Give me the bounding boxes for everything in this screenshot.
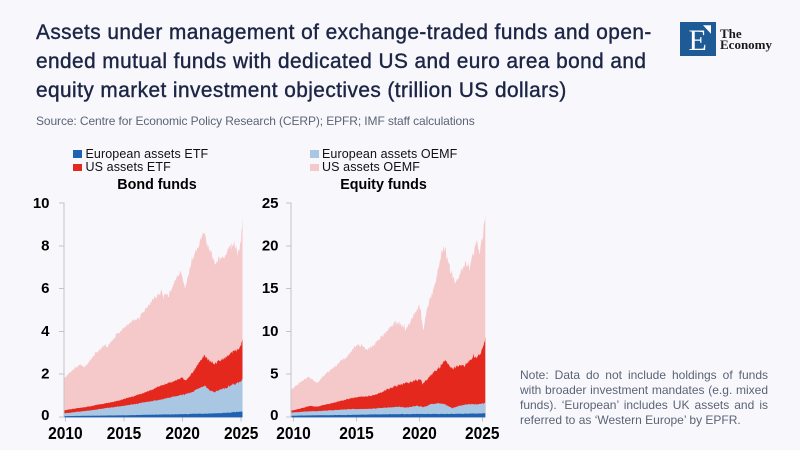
- svg-text:2010: 2010: [276, 423, 311, 443]
- svg-text:0: 0: [270, 407, 278, 424]
- svg-text:2015: 2015: [339, 423, 374, 443]
- svg-text:0: 0: [41, 407, 49, 424]
- svg-text:2020: 2020: [165, 423, 200, 443]
- svg-text:2020: 2020: [402, 423, 437, 443]
- svg-text:2015: 2015: [107, 423, 142, 443]
- svg-text:2: 2: [41, 366, 49, 383]
- svg-text:15: 15: [262, 280, 279, 297]
- svg-text:4: 4: [41, 323, 50, 340]
- svg-text:2010: 2010: [48, 423, 83, 443]
- svg-text:6: 6: [41, 280, 49, 297]
- svg-text:5: 5: [270, 366, 278, 383]
- svg-text:10: 10: [33, 195, 50, 212]
- svg-text:10: 10: [262, 323, 279, 340]
- svg-text:25: 25: [262, 195, 279, 212]
- svg-text:20: 20: [262, 238, 279, 255]
- svg-text:8: 8: [41, 238, 49, 255]
- svg-text:2025: 2025: [224, 423, 259, 443]
- svg-text:E: E: [689, 24, 707, 56]
- svg-text:2025: 2025: [465, 423, 500, 443]
